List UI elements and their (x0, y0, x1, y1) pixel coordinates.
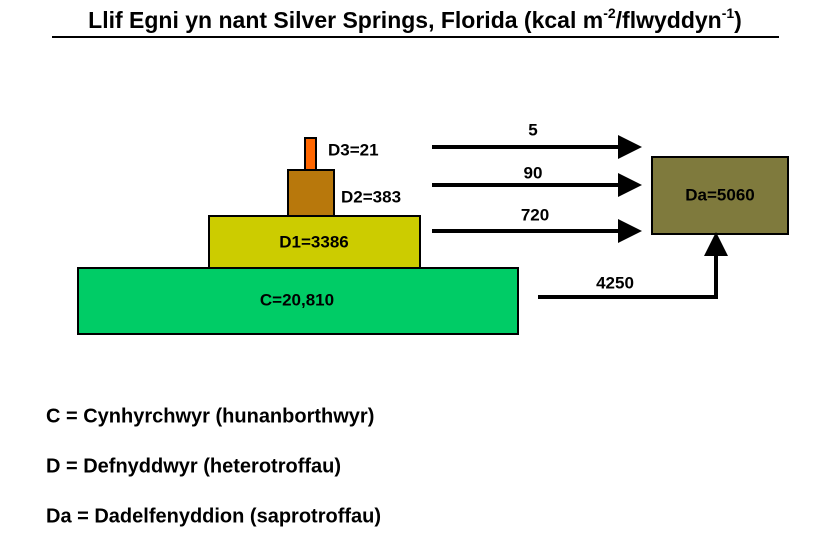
legend-item: Da = Dadelfenyddion (saprotroffau) (46, 505, 381, 527)
decomposer-label: Da=5060 (685, 185, 754, 204)
flow-label: 90 (524, 163, 543, 182)
flow-arrow (538, 232, 728, 299)
level-d3 (304, 137, 317, 171)
flow-label: 720 (521, 205, 549, 224)
level-d2 (287, 169, 335, 217)
level-label: D2=383 (341, 187, 401, 206)
flow-label: 5 (528, 120, 537, 139)
title-sup: -1 (722, 5, 735, 21)
flow-label: 4250 (596, 273, 634, 292)
level-label: D1=3386 (279, 232, 348, 251)
title-sup: -2 (603, 5, 616, 21)
legend-item: D = Defnyddwyr (heterotroffau) (46, 455, 341, 477)
title-text: ) (734, 7, 742, 33)
title-text: Llif Egni yn nant Silver Springs, Florid… (88, 7, 603, 33)
title-text: /flwyddyn (616, 7, 722, 33)
level-label: C=20,810 (260, 290, 334, 309)
level-d1 (208, 215, 421, 269)
level-c (77, 267, 519, 335)
level-label: D3=21 (328, 140, 379, 159)
title: Llif Egni yn nant Silver Springs, Florid… (88, 5, 742, 33)
legend-item: C = Cynhyrchwyr (hunanborthwyr) (46, 405, 374, 427)
